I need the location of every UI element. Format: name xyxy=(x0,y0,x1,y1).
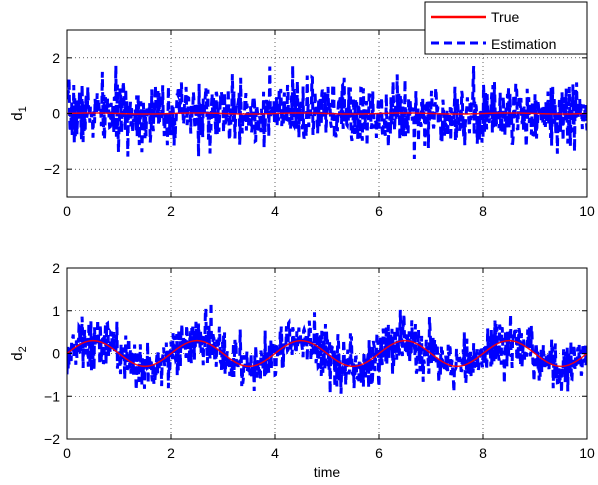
xlabel-time: time xyxy=(314,464,341,480)
series-d1 xyxy=(67,65,587,160)
ytick-label: 0 xyxy=(52,346,60,362)
ylabel-d1: d1 xyxy=(9,106,29,120)
xtick-label: 6 xyxy=(375,203,383,219)
xtick-label: 6 xyxy=(375,445,383,461)
ticks-d1: 0 2 4 6 8 10 −2 0 2 xyxy=(44,30,595,219)
ylabel-d2-main: d xyxy=(9,352,26,360)
legend-box xyxy=(424,1,588,55)
xtick-label: 8 xyxy=(479,203,487,219)
xtick-label: 4 xyxy=(271,445,279,461)
xtick-label: 0 xyxy=(63,203,71,219)
series-true xyxy=(67,339,587,368)
xtick-label: 0 xyxy=(63,445,71,461)
xtick-label: 10 xyxy=(579,445,595,461)
ylabel-d2-sub: 2 xyxy=(17,346,29,352)
legend-label-true: True xyxy=(491,9,519,25)
xtick-label: 4 xyxy=(271,203,279,219)
ytick-label: 0 xyxy=(52,106,60,122)
series-estimation xyxy=(67,65,587,160)
ylabel-d2: d2 xyxy=(9,346,29,360)
legend: True Estimation xyxy=(424,1,588,55)
ytick-label: −1 xyxy=(44,388,60,404)
xtick-label: 2 xyxy=(167,203,175,219)
ylabel-d1-main: d xyxy=(9,112,26,120)
series-d2 xyxy=(67,302,587,394)
legend-label-estimation: Estimation xyxy=(491,36,556,52)
series-true xyxy=(67,112,587,115)
ytick-label: 1 xyxy=(52,303,60,319)
ytick-label: −2 xyxy=(44,431,60,447)
xtick-label: 2 xyxy=(167,445,175,461)
ytick-label: −2 xyxy=(44,161,60,177)
series-estimation xyxy=(67,302,587,394)
ticks-d2: 0 2 4 6 8 10 −2 −1 0 1 2 xyxy=(44,260,595,461)
ytick-label: 2 xyxy=(52,50,60,66)
subplot-d1: 0 2 4 6 8 10 −2 0 2 d1 xyxy=(9,29,595,219)
xtick-label: 8 xyxy=(479,445,487,461)
xtick-label: 10 xyxy=(579,203,595,219)
ylabel-d1-sub: 1 xyxy=(17,106,29,112)
ytick-label: 2 xyxy=(52,260,60,276)
